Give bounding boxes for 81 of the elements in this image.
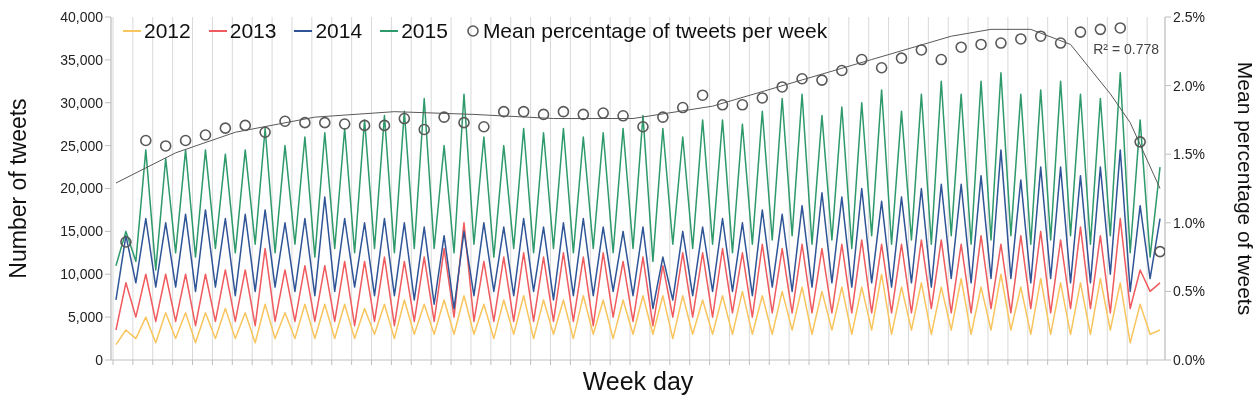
point [1114, 22, 1127, 34]
point [1034, 30, 1047, 43]
point [577, 108, 590, 121]
y-tick-label: 35,000 [60, 51, 104, 68]
point [398, 112, 411, 125]
y2-tick-label: 0.5% [1173, 283, 1205, 300]
y2-axis-title: Mean percentage of tweets [1233, 61, 1257, 316]
point [219, 122, 232, 134]
point [895, 52, 908, 64]
point [756, 92, 769, 104]
point [597, 107, 609, 119]
point [1094, 23, 1107, 36]
line-series [115, 217, 1161, 331]
point [637, 120, 649, 133]
point [358, 119, 371, 132]
point [299, 116, 311, 129]
y2-tick-label: 0.0% [1173, 351, 1205, 368]
point [120, 236, 132, 248]
point [458, 116, 470, 129]
x-axis-title: Week day [582, 367, 694, 395]
point [338, 118, 351, 130]
point [199, 129, 212, 141]
point [816, 74, 828, 86]
y2-tick-label: 2.0% [1173, 77, 1205, 94]
y-tick-label: 25,000 [60, 137, 104, 154]
y-tick-label: 15,000 [60, 223, 104, 240]
point [776, 81, 788, 93]
point [537, 108, 550, 121]
legend-label: 2012 [144, 19, 191, 43]
point [179, 134, 192, 147]
point [259, 126, 271, 139]
point [557, 105, 570, 118]
point [318, 116, 331, 129]
point [915, 44, 928, 56]
y-axis-title: Number of tweets [5, 98, 32, 279]
line-series [115, 149, 1161, 310]
y-tick-label: 20,000 [60, 180, 104, 197]
point [438, 111, 450, 123]
point [955, 41, 967, 53]
y2-tick-label: 2.5% [1173, 8, 1205, 25]
point [478, 120, 490, 133]
point [975, 38, 987, 51]
point [676, 101, 689, 114]
line-series [115, 273, 1161, 346]
legend-label: 2014 [315, 19, 363, 43]
y2-tick-label: 1.5% [1173, 146, 1205, 163]
point [617, 109, 629, 122]
y2-tick-label: 1.0% [1173, 214, 1205, 231]
point [696, 89, 709, 101]
point [140, 134, 152, 147]
point [935, 53, 948, 66]
point [497, 105, 510, 118]
point [418, 123, 431, 136]
point [1054, 37, 1067, 49]
point [517, 105, 530, 118]
point [995, 37, 1007, 49]
point [736, 99, 749, 111]
point [1074, 26, 1087, 38]
line-series [115, 71, 1161, 271]
point [239, 119, 252, 132]
point [657, 111, 669, 123]
point [378, 119, 391, 132]
point [855, 53, 868, 66]
point [716, 99, 729, 111]
point [159, 140, 172, 152]
legend-label: 2015 [401, 19, 448, 43]
y-tick-label: 0 [95, 351, 104, 368]
point [836, 64, 848, 77]
y-tick-label: 10,000 [60, 266, 104, 283]
point [1015, 33, 1027, 45]
y-tick-label: 30,000 [60, 94, 104, 111]
point [875, 61, 888, 74]
annotation: R² = 0.778 [1093, 41, 1159, 57]
point [279, 115, 291, 128]
y-tick-label: 5,000 [67, 309, 104, 326]
point [1154, 245, 1165, 258]
legend-label: Mean percentage of tweets per week [482, 19, 828, 43]
point [1134, 136, 1146, 148]
point [796, 72, 808, 85]
y-tick-label: 40,000 [60, 8, 104, 25]
legend-label: 2013 [229, 19, 277, 43]
